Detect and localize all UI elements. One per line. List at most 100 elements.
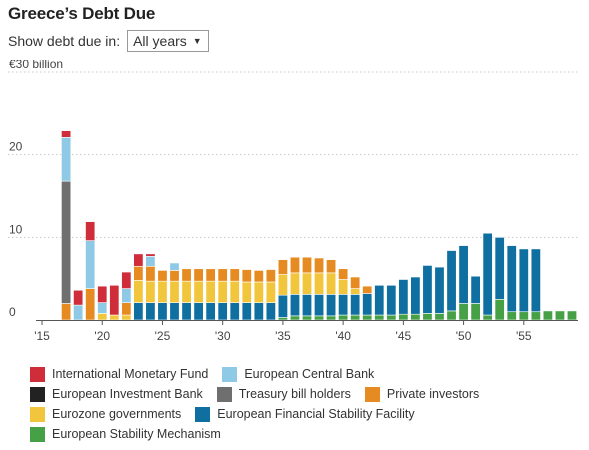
bar-segment — [169, 262, 180, 271]
x-tick-label: '50 — [456, 329, 472, 343]
x-tick-label: '55 — [516, 329, 532, 343]
legend-label: European Financial Stability Facility — [217, 407, 415, 421]
bar-segment — [518, 311, 529, 321]
legend-swatch — [30, 366, 45, 382]
bar-segment — [229, 268, 240, 282]
bar-segment — [554, 310, 565, 321]
bar-segment — [229, 280, 240, 303]
chart-legend: International Monetary Fund European Cent… — [30, 364, 493, 444]
bar-segment — [518, 248, 529, 313]
bar-segment — [314, 294, 325, 317]
bar-segment — [169, 280, 180, 303]
bar-segment — [301, 315, 312, 321]
bar-segment — [133, 280, 144, 303]
bar-segment — [398, 279, 409, 315]
bar-segment — [121, 302, 132, 316]
bar-segment — [314, 315, 325, 321]
bar-segment — [181, 302, 192, 321]
bar-segment — [217, 302, 228, 321]
bar-segment — [410, 276, 421, 315]
bar-segment — [193, 268, 204, 282]
legend-item: European Central Bank — [222, 366, 374, 382]
bar-segment — [350, 276, 361, 289]
bar-segment — [145, 256, 156, 267]
triangle-down-icon: ▼ — [192, 36, 202, 46]
bar-segment — [446, 310, 457, 321]
bar-segment — [157, 270, 168, 282]
bar-segment — [326, 272, 337, 295]
bar-segment — [482, 314, 493, 321]
bar-segment — [277, 274, 288, 296]
bar-segment — [253, 281, 264, 303]
bar-segment — [181, 268, 192, 282]
bar-segment — [109, 314, 120, 321]
bar-segment — [362, 314, 373, 321]
bar-segment — [506, 245, 517, 313]
bar-segment — [434, 266, 445, 314]
bar-segment — [61, 303, 72, 321]
bar-segment — [133, 302, 144, 321]
bar-segment — [338, 268, 349, 280]
x-tick-label: '15 — [34, 329, 50, 343]
bar-segment — [434, 313, 445, 321]
bar-segment — [470, 275, 481, 304]
legend-label: European Investment Bank — [52, 387, 203, 401]
bar-segment — [398, 313, 409, 321]
y-tick-label: €30 billion — [9, 60, 63, 71]
bar-segment — [350, 294, 361, 316]
bar-segment — [542, 310, 553, 321]
bar-segment — [374, 284, 385, 316]
legend-label: Treasury bill holders — [238, 387, 351, 401]
legend-label: European Stability Mechanism — [52, 427, 221, 441]
bar-segment — [265, 302, 276, 321]
bar-segment — [422, 265, 433, 314]
year-filter: Show debt due in: All years ▼ — [8, 30, 209, 52]
legend-item: European Financial Stability Facility — [195, 406, 415, 422]
bar-segment — [121, 314, 132, 321]
bar-segment — [277, 294, 288, 318]
bar-segment — [289, 294, 300, 317]
bar-segment — [422, 313, 433, 321]
bar-segment — [314, 272, 325, 295]
legend-label: International Monetary Fund — [52, 367, 209, 381]
bar-segment — [205, 280, 216, 303]
bar-segment — [530, 248, 541, 313]
bar-segment — [97, 285, 108, 303]
bar-segment — [566, 310, 577, 321]
legend-swatch — [30, 426, 45, 442]
bar-segment — [241, 281, 252, 303]
bar-segment — [145, 265, 156, 282]
page-title: Greece’s Debt Due — [8, 4, 156, 23]
bar-segment — [374, 314, 385, 321]
legend-item: International Monetary Fund — [30, 366, 209, 382]
y-tick-label: 20 — [9, 140, 23, 154]
bar-segment — [301, 256, 312, 274]
bar-segment — [229, 302, 240, 321]
bar-segment — [338, 314, 349, 321]
legend-item: European Stability Mechanism — [30, 426, 221, 442]
year-select-dropdown[interactable]: All years ▼ — [127, 30, 209, 52]
bar-segment — [253, 302, 264, 321]
bar-segment — [494, 299, 505, 321]
bar-segment — [350, 314, 361, 321]
legend-label: Eurozone governments — [52, 407, 182, 421]
bar-segment — [61, 137, 72, 182]
bar-segment — [338, 279, 349, 295]
bar-segment — [253, 270, 264, 283]
bar-segment — [289, 256, 300, 274]
bar-segment — [277, 259, 288, 275]
bar-segment — [301, 272, 312, 295]
legend-swatch — [30, 406, 45, 422]
bar-segment — [314, 257, 325, 274]
bar-segment — [145, 280, 156, 303]
legend-swatch — [195, 406, 211, 422]
legend-row: Eurozone governments European Financial S… — [30, 404, 493, 424]
legend-swatch — [222, 366, 238, 382]
bar-segment — [85, 288, 96, 321]
bar-segment — [482, 232, 493, 316]
bar-segment — [241, 302, 252, 321]
bar-segment — [506, 311, 517, 321]
x-tick-label: '30 — [215, 329, 231, 343]
legend-swatch — [30, 386, 45, 402]
legend-row: International Monetary Fund European Cent… — [30, 364, 493, 384]
